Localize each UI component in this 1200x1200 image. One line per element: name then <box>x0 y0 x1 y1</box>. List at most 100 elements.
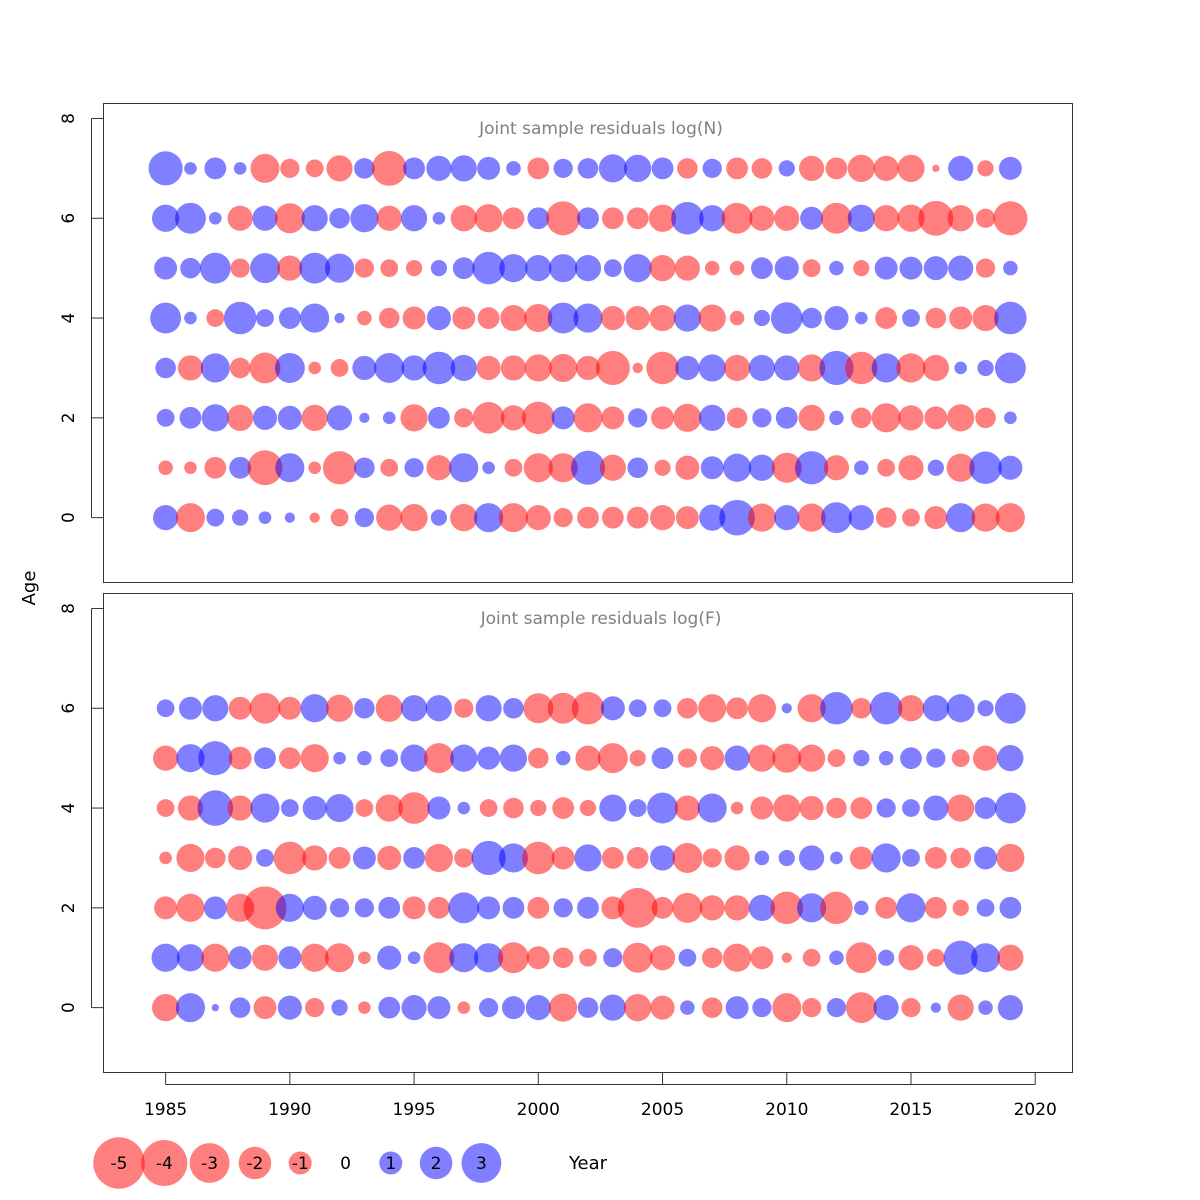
residual-bubble <box>625 305 650 331</box>
residual-bubble <box>651 157 674 180</box>
residual-bubble <box>851 697 872 719</box>
residual-bubble <box>378 307 400 329</box>
residual-bubble <box>721 202 753 234</box>
residual-bubble <box>375 794 403 822</box>
legend-label: -5 <box>111 1154 128 1174</box>
residual-bubble <box>228 946 252 970</box>
residual-bubble <box>499 744 528 772</box>
residual-bubble <box>549 993 578 1022</box>
residual-bubble <box>229 456 252 479</box>
residual-bubble <box>896 353 926 383</box>
residual-bubble <box>479 799 498 817</box>
residual-bubble <box>701 947 723 969</box>
residual-bubble <box>424 843 454 873</box>
residual-bubble <box>601 406 625 430</box>
residual-bubble <box>848 505 874 531</box>
residual-bubble <box>305 998 325 1018</box>
residual-bubble <box>354 898 375 918</box>
residual-bubble <box>947 994 974 1021</box>
residual-bubble <box>801 998 822 1018</box>
residual-bubble <box>853 260 870 277</box>
residual-bubble <box>500 355 527 381</box>
residual-bubble <box>575 745 601 771</box>
residual-bubble <box>308 461 321 475</box>
residual-bubble <box>407 951 421 965</box>
residual-bubble <box>871 403 901 433</box>
residual-bubble <box>549 254 578 283</box>
residual-bubble <box>827 749 846 768</box>
residual-bubble <box>423 743 454 774</box>
residual-bubble <box>918 200 954 236</box>
residual-bubble <box>498 503 529 533</box>
residual-bubble <box>425 695 453 722</box>
residual-bubble <box>599 794 627 822</box>
residual-bubble <box>651 406 675 430</box>
residual-bubble <box>577 896 599 919</box>
residual-bubble <box>748 354 776 382</box>
residual-bubble <box>227 205 253 231</box>
residual-bubble <box>474 943 504 973</box>
residual-bubble <box>726 157 748 180</box>
residual-bubble <box>277 255 303 281</box>
residual-bubble <box>601 847 624 869</box>
residual-bubble <box>650 995 675 1020</box>
residual-bubble <box>301 404 328 431</box>
residual-bubble <box>180 257 201 279</box>
residual-bubble <box>997 995 1023 1021</box>
residual-bubble <box>454 848 474 868</box>
residual-bubble <box>502 896 525 919</box>
legend-bubble <box>288 1151 312 1175</box>
residual-bubble <box>357 310 372 326</box>
residual-bubble <box>830 851 843 865</box>
residual-bubble <box>200 353 230 383</box>
residual-bubble <box>722 453 752 482</box>
residual-bubble <box>250 793 280 823</box>
residual-bubble <box>627 457 648 479</box>
residual-bubble <box>826 998 847 1018</box>
residual-bubble <box>994 692 1026 724</box>
residual-bubble <box>454 698 474 718</box>
residual-bubble <box>601 896 625 920</box>
residual-bubble <box>595 350 630 386</box>
x-tick-label: 2015 <box>889 1100 932 1120</box>
residual-bubble <box>302 795 327 821</box>
residual-bubble <box>553 158 573 178</box>
residual-bubble <box>278 946 302 970</box>
legend: -5 -4 -3 -2 -1 0 1 2 3 <box>93 1137 502 1189</box>
residual-bubble <box>749 205 775 231</box>
residual-bubble <box>328 847 351 869</box>
residual-bubble <box>977 700 994 717</box>
residual-bubble <box>902 799 920 817</box>
y-tick-label: 0 <box>59 1002 79 1013</box>
residual-bubble <box>547 692 579 724</box>
residual-bubble <box>354 697 375 719</box>
residual-bubble <box>897 695 925 722</box>
residual-bubble <box>449 943 479 973</box>
residual-bubble <box>302 845 328 871</box>
residual-bubble <box>770 891 804 925</box>
residual-bubble <box>223 301 257 335</box>
residual-bubble <box>829 260 844 276</box>
residual-bubble <box>382 411 396 425</box>
residual-bubble <box>849 846 873 870</box>
residual-bubble <box>527 896 550 919</box>
residual-bubble <box>729 260 745 276</box>
residual-bubble <box>450 744 478 772</box>
residual-bubble <box>375 694 403 722</box>
residual-bubble <box>725 996 749 1020</box>
residual-bubble <box>722 943 752 972</box>
residual-bubble <box>845 992 877 1024</box>
residual-bubble <box>329 898 350 918</box>
residual-bubble <box>204 456 227 479</box>
residual-bubble <box>247 450 283 486</box>
residual-bubble <box>548 453 578 483</box>
residual-bubble <box>994 792 1026 824</box>
residual-bubble <box>273 841 307 875</box>
residual-bubble <box>772 743 802 773</box>
residual-bubble <box>232 509 249 526</box>
residual-bubble <box>524 354 552 382</box>
residual-bubble <box>628 699 647 718</box>
residual-bubble <box>457 801 471 815</box>
residual-bubble <box>671 202 704 235</box>
residual-bubble <box>747 694 777 723</box>
